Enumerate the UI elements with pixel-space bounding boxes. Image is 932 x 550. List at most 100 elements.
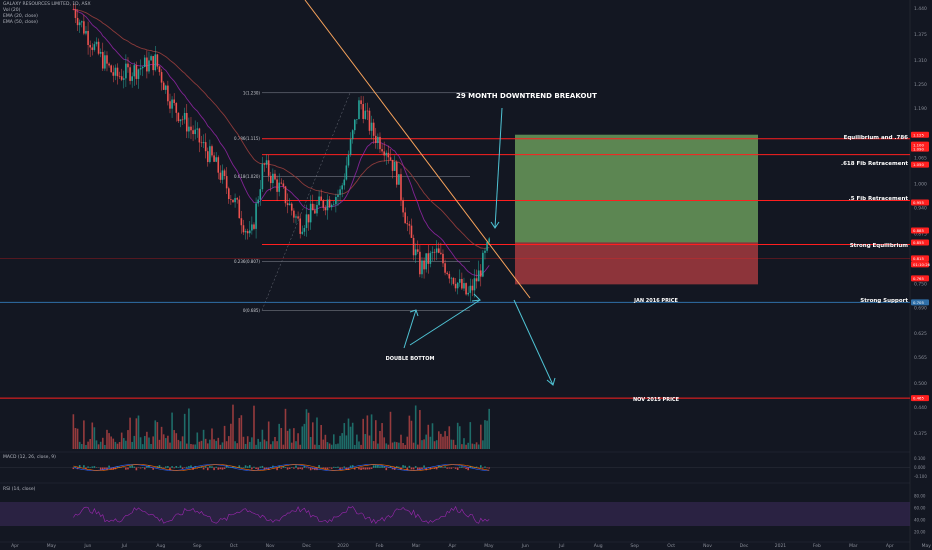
candle-body bbox=[164, 85, 167, 90]
candle-body bbox=[272, 173, 274, 184]
macd-histogram-bar bbox=[410, 467, 413, 470]
volume-bar bbox=[196, 432, 199, 449]
volume-bar bbox=[391, 442, 394, 449]
symbol-header[interactable]: GALAXY RESOURCES LIMITED, 1D, ASX bbox=[3, 2, 91, 7]
volume-bar bbox=[322, 439, 325, 449]
candle-body bbox=[395, 161, 398, 185]
volume-bar bbox=[198, 441, 201, 449]
macd-histogram-bar bbox=[89, 467, 91, 468]
candle-body bbox=[122, 78, 125, 80]
candle bbox=[255, 197, 257, 239]
candle-body bbox=[167, 85, 169, 102]
volume-bar bbox=[280, 427, 283, 449]
macd-histogram-bar bbox=[444, 466, 446, 468]
vol-legend[interactable]: Vol (20) bbox=[3, 8, 21, 13]
price-tick: 0.440 bbox=[914, 405, 927, 411]
time-tick: Feb bbox=[376, 543, 384, 549]
candle bbox=[486, 241, 488, 253]
candle-body bbox=[133, 65, 136, 77]
candle-body bbox=[143, 57, 146, 67]
volume-bar bbox=[209, 439, 211, 449]
candle-body bbox=[181, 119, 184, 121]
candle-body bbox=[263, 163, 266, 165]
macd-histogram-bar bbox=[398, 466, 400, 468]
time-axis: Apr May Jun Jul Aug Sep Oct Nov Dec 2020 Feb Mar Apr… bbox=[11, 543, 931, 549]
time-tick: Aug bbox=[156, 543, 165, 549]
ema50-legend[interactable]: EMA (50, close) bbox=[3, 20, 38, 25]
time-tick: May bbox=[484, 543, 494, 549]
candle bbox=[137, 68, 140, 89]
candle-body bbox=[322, 200, 325, 208]
candle-body bbox=[293, 210, 295, 218]
ema20-legend[interactable]: EMA (20, close) bbox=[3, 14, 38, 19]
volume-bar bbox=[379, 430, 381, 449]
candle-body bbox=[353, 119, 356, 131]
macd-histogram-bar bbox=[185, 466, 188, 468]
volume-bar bbox=[456, 422, 459, 449]
volume-bar bbox=[173, 430, 175, 449]
candle-body bbox=[93, 44, 96, 50]
time-tick: Aug bbox=[594, 543, 603, 549]
price-tag-text: 0.955 bbox=[913, 200, 924, 205]
candle-body bbox=[309, 203, 312, 223]
nov2015-label: NOV 2015 PRICE bbox=[633, 397, 680, 403]
candle bbox=[326, 194, 329, 220]
candle-body bbox=[230, 199, 232, 200]
volume-bar bbox=[83, 420, 85, 449]
macd-histogram-bar bbox=[385, 467, 388, 471]
candle-body bbox=[282, 183, 285, 187]
candle bbox=[112, 65, 115, 83]
price-axis: 1.440 1.375 1.310 1.250 1.190 1.125 1.065 1.000… bbox=[914, 6, 927, 437]
candle bbox=[179, 119, 182, 128]
volume-bar bbox=[223, 425, 226, 449]
macd-histogram-bar bbox=[217, 467, 220, 470]
candle bbox=[175, 102, 178, 122]
candle-body bbox=[175, 102, 178, 113]
macd-histogram-bar bbox=[458, 466, 461, 468]
volume-bar bbox=[381, 423, 383, 449]
volume-bar bbox=[370, 414, 373, 449]
volume-bar bbox=[353, 444, 356, 449]
candle bbox=[198, 127, 201, 153]
macd-histogram-bar bbox=[339, 467, 341, 470]
candle bbox=[400, 168, 402, 207]
volume-bar bbox=[343, 423, 346, 449]
candle bbox=[272, 168, 274, 189]
candle-body bbox=[456, 282, 459, 289]
time-tick: Sep bbox=[193, 543, 202, 549]
macd-histogram-bar bbox=[406, 467, 409, 471]
price-tag-bg bbox=[911, 261, 929, 268]
volume-bar bbox=[278, 423, 280, 449]
annotations: 29 MONTH DOWNTREND BREAKOUT DOUBLE BOTTOM… bbox=[386, 92, 909, 403]
volume-bar bbox=[484, 420, 486, 449]
candle bbox=[284, 185, 287, 207]
candle bbox=[158, 65, 161, 76]
candle bbox=[408, 221, 411, 235]
volume-bar bbox=[356, 434, 358, 449]
price-tag-bg bbox=[911, 161, 929, 168]
macd-histogram-bar bbox=[167, 466, 169, 468]
macd-histogram-bar bbox=[146, 466, 148, 468]
candle bbox=[429, 250, 432, 268]
candle bbox=[316, 201, 318, 217]
candle-body bbox=[475, 278, 478, 282]
volume-bar bbox=[299, 444, 301, 449]
macd-histogram-bar bbox=[402, 465, 404, 468]
candle bbox=[227, 186, 230, 204]
candle-body bbox=[479, 270, 482, 277]
candle bbox=[442, 249, 444, 268]
candle bbox=[366, 102, 369, 121]
macd-histogram-bar bbox=[280, 467, 283, 469]
candle bbox=[345, 156, 348, 181]
macd-histogram-bar bbox=[110, 467, 112, 470]
volume-bar bbox=[244, 443, 247, 449]
candle bbox=[181, 115, 184, 125]
macd-histogram-bar bbox=[368, 467, 371, 470]
macd-histogram-bar bbox=[286, 467, 289, 470]
candle bbox=[230, 195, 232, 205]
price-tag-text: 0.705 bbox=[913, 300, 924, 305]
candle bbox=[120, 68, 123, 82]
candle bbox=[183, 107, 186, 124]
macd-histogram-bar bbox=[297, 467, 299, 470]
